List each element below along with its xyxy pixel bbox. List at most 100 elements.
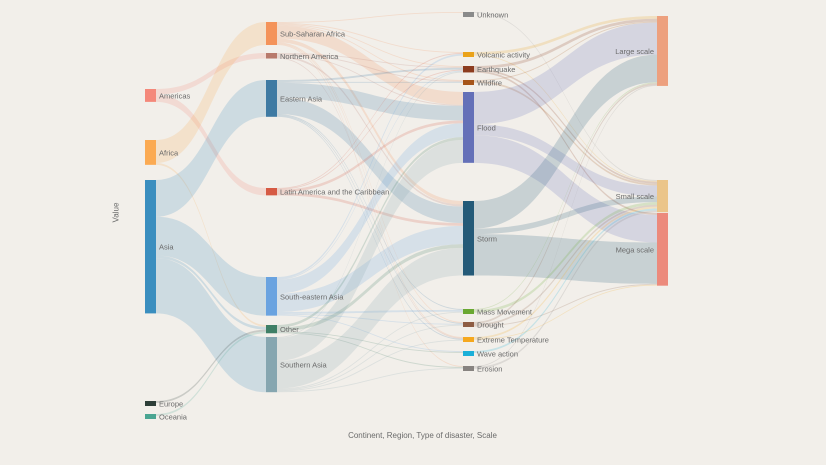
sankey-node[interactable] — [266, 80, 277, 117]
sankey-link[interactable] — [474, 124, 657, 197]
sankey-link[interactable] — [156, 163, 266, 327]
sankey-link[interactable] — [156, 80, 266, 217]
sankey-link[interactable] — [277, 42, 463, 323]
sankey-node[interactable] — [266, 337, 277, 393]
sankey-node[interactable] — [463, 52, 474, 57]
sankey-node[interactable] — [463, 351, 474, 356]
sankey-link[interactable] — [156, 331, 266, 416]
sankey-link[interactable] — [277, 25, 463, 105]
sankey-link[interactable] — [277, 324, 463, 391]
sankey-link[interactable] — [277, 23, 463, 67]
sankey-link[interactable] — [474, 70, 657, 215]
sankey-node[interactable] — [463, 80, 474, 85]
sankey-link[interactable] — [277, 309, 463, 314]
sankey-link[interactable] — [474, 12, 657, 181]
sankey-link[interactable] — [277, 192, 463, 226]
sankey-node[interactable] — [266, 22, 277, 45]
sankey-link[interactable] — [277, 114, 463, 324]
sankey-link[interactable] — [277, 114, 463, 310]
sankey-link[interactable] — [474, 21, 657, 81]
sankey-link[interactable] — [277, 81, 463, 83]
sankey-link[interactable] — [277, 57, 463, 339]
sankey-link[interactable] — [156, 216, 266, 316]
sankey-link[interactable] — [277, 97, 463, 224]
sankey-link[interactable] — [474, 283, 657, 327]
sankey-link[interactable] — [474, 83, 657, 324]
sankey-link[interactable] — [156, 53, 266, 95]
sankey-node[interactable] — [145, 140, 156, 165]
sankey-link[interactable] — [474, 206, 657, 339]
sankey-node[interactable] — [145, 401, 156, 406]
sankey-node[interactable] — [463, 201, 474, 276]
sankey-link[interactable] — [474, 85, 657, 367]
sankey-link[interactable] — [474, 22, 657, 125]
sankey-node[interactable] — [266, 53, 277, 59]
sankey-link[interactable] — [277, 43, 463, 338]
sankey-link[interactable] — [277, 244, 463, 332]
sankey-link[interactable] — [277, 24, 463, 81]
sankey-link[interactable] — [277, 332, 463, 368]
sankey-link[interactable] — [474, 196, 657, 235]
sankey-link[interactable] — [277, 247, 463, 389]
sankey-link[interactable] — [474, 204, 657, 326]
sankey-link[interactable] — [277, 55, 463, 207]
sankey-link[interactable] — [277, 225, 463, 312]
sankey-node[interactable] — [463, 309, 474, 314]
sankey-link[interactable] — [474, 202, 657, 313]
sankey-node[interactable] — [145, 180, 156, 314]
sankey-node[interactable] — [145, 414, 156, 419]
sankey-link[interactable] — [474, 16, 657, 55]
sankey-link[interactable] — [277, 54, 463, 106]
sankey-link[interactable] — [277, 120, 463, 193]
sankey-link[interactable] — [277, 367, 463, 393]
sankey-link[interactable] — [277, 331, 463, 353]
sankey-node[interactable] — [657, 16, 668, 86]
sankey-node[interactable] — [145, 89, 156, 102]
sankey-link[interactable] — [474, 18, 657, 69]
sankey-link[interactable] — [277, 69, 463, 190]
sankey-link[interactable] — [474, 234, 657, 284]
sankey-node[interactable] — [657, 180, 668, 213]
sankey-node[interactable] — [266, 277, 277, 316]
sankey-link[interactable] — [277, 53, 463, 82]
sankey-node[interactable] — [463, 12, 474, 17]
sankey-link[interactable] — [474, 210, 657, 369]
sankey-link[interactable] — [156, 255, 266, 330]
sankey-link[interactable] — [474, 284, 657, 340]
sankey-link[interactable] — [277, 70, 463, 280]
sankey-node[interactable] — [463, 366, 474, 371]
sankey-node[interactable] — [463, 66, 474, 73]
sankey-link[interactable] — [277, 137, 463, 328]
sankey-link[interactable] — [277, 12, 463, 23]
sankey-link[interactable] — [277, 53, 463, 279]
sankey-link[interactable] — [156, 94, 266, 196]
sankey-link[interactable] — [474, 208, 657, 353]
sankey-link[interactable] — [277, 314, 463, 352]
sankey-link[interactable] — [277, 53, 463, 68]
sankey-link[interactable] — [474, 135, 657, 243]
sankey-link[interactable] — [474, 54, 657, 229]
sankey-node[interactable] — [463, 92, 474, 163]
sankey-link[interactable] — [277, 38, 463, 205]
sankey-node[interactable] — [266, 325, 277, 334]
sankey-link[interactable] — [277, 115, 463, 340]
sankey-node[interactable] — [463, 337, 474, 342]
sankey-link[interactable] — [277, 22, 463, 53]
sankey-link[interactable] — [156, 258, 266, 393]
sankey-link[interactable] — [277, 67, 463, 82]
sankey-link[interactable] — [474, 68, 657, 184]
sankey-link[interactable] — [474, 54, 657, 182]
sankey-link[interactable] — [277, 71, 463, 338]
sankey-link[interactable] — [277, 44, 463, 367]
sankey-link[interactable] — [277, 123, 463, 294]
sankey-link[interactable] — [277, 52, 463, 189]
sankey-link[interactable] — [156, 329, 266, 403]
sankey-link[interactable] — [277, 82, 463, 121]
sankey-node[interactable] — [463, 322, 474, 327]
sankey-link[interactable] — [277, 139, 463, 361]
sankey-link[interactable] — [474, 80, 657, 186]
sankey-node[interactable] — [266, 188, 277, 196]
sankey-node[interactable] — [657, 213, 668, 286]
sankey-link[interactable] — [156, 22, 266, 163]
sankey-link[interactable] — [277, 311, 463, 390]
